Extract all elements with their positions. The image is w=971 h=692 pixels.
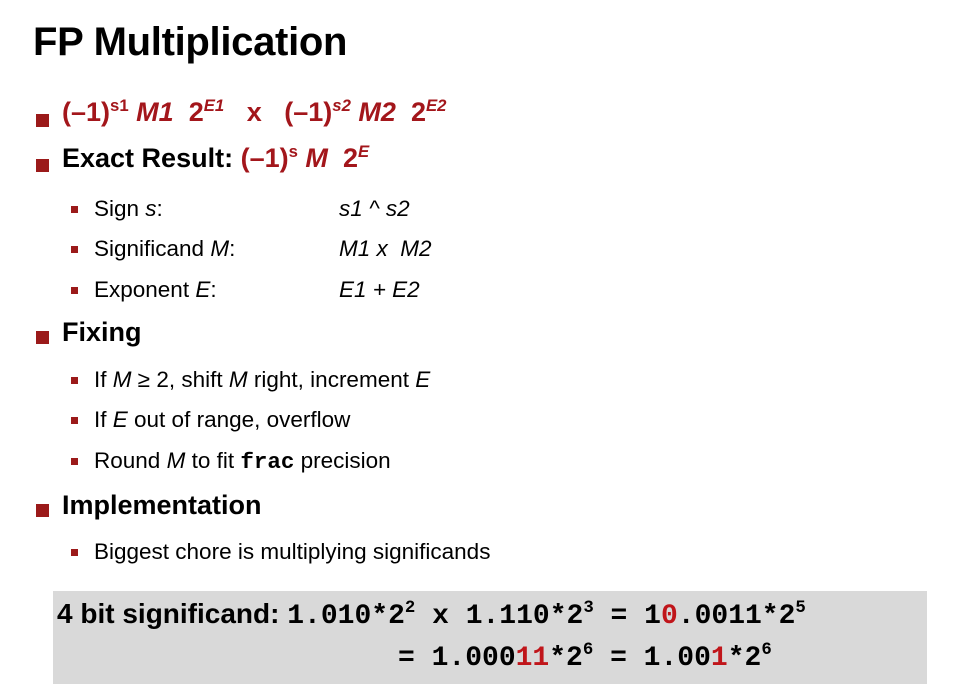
fixing-heading: Fixing	[62, 317, 142, 347]
sub-bullet	[71, 417, 78, 424]
fixing-item-3: Round M to fit frac precision	[94, 448, 391, 475]
formula-line: (–1)s1 M1 2E1 x (–1)s2 M2 2E2	[62, 95, 447, 127]
implementation-item-1: Biggest chore is multiplying significand…	[94, 539, 491, 564]
example-box	[53, 591, 927, 684]
exact-result-heading: Exact Result: (–1)s M 2E	[62, 141, 370, 173]
exact-result-formula: (–1)s M 2E	[240, 141, 370, 173]
bullet-square	[36, 159, 49, 172]
exponent-label: Exponent E:	[94, 277, 217, 302]
slide-title: FP Multiplication	[33, 20, 348, 64]
sub-bullet	[71, 549, 78, 556]
sub-bullet	[71, 377, 78, 384]
bullet-square	[36, 504, 49, 517]
exponent-value: E1 + E2	[339, 277, 420, 302]
sub-bullet	[71, 206, 78, 213]
example-line-1: 4 bit significand: 1.010*22 x 1.110*23 =…	[57, 598, 806, 632]
bullet-square	[36, 331, 49, 344]
sub-bullet	[71, 458, 78, 465]
fixing-item-2: If E out of range, overflow	[94, 407, 351, 432]
significand-label: Significand M:	[94, 236, 236, 261]
implementation-heading: Implementation	[62, 490, 262, 520]
frac-code: frac	[240, 449, 295, 475]
example-line-2: = 1.00011*26 = 1.001*26	[398, 641, 772, 674]
significand-value: M1 x M2	[339, 236, 432, 261]
sign-value: s1 ^ s2	[339, 196, 410, 221]
fixing-item-1: If M ≥ 2, shift M right, increment E	[94, 367, 431, 392]
sub-bullet	[71, 287, 78, 294]
sub-bullet	[71, 246, 78, 253]
bullet-square	[36, 114, 49, 127]
sign-label: Sign s:	[94, 196, 163, 221]
